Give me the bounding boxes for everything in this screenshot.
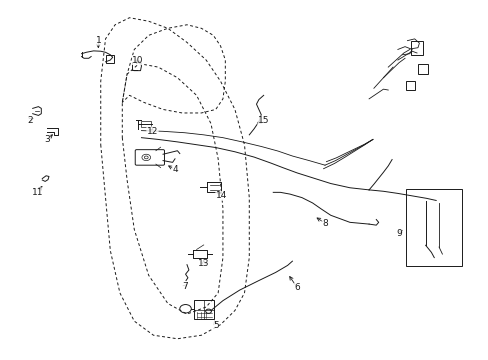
Text: 4: 4 (172, 165, 178, 174)
Text: 5: 5 (212, 321, 218, 330)
Bar (406, 189, 461, 266)
Text: 8: 8 (322, 219, 327, 228)
Bar (194, 300, 214, 319)
Text: 15: 15 (257, 116, 269, 125)
Text: 6: 6 (294, 283, 300, 292)
Text: 13: 13 (198, 260, 209, 269)
Text: 1: 1 (95, 36, 101, 45)
Text: 10: 10 (132, 55, 143, 64)
Text: 3: 3 (44, 135, 50, 144)
Text: 11: 11 (32, 188, 43, 197)
Bar (406, 81, 414, 90)
Text: 2: 2 (27, 116, 33, 125)
Bar (105, 55, 114, 63)
Text: 9: 9 (395, 229, 401, 238)
Bar (410, 41, 423, 55)
Text: 12: 12 (146, 127, 158, 136)
Text: 7: 7 (182, 282, 187, 291)
Text: 14: 14 (215, 192, 227, 201)
Bar (417, 64, 427, 74)
Bar (140, 121, 151, 127)
